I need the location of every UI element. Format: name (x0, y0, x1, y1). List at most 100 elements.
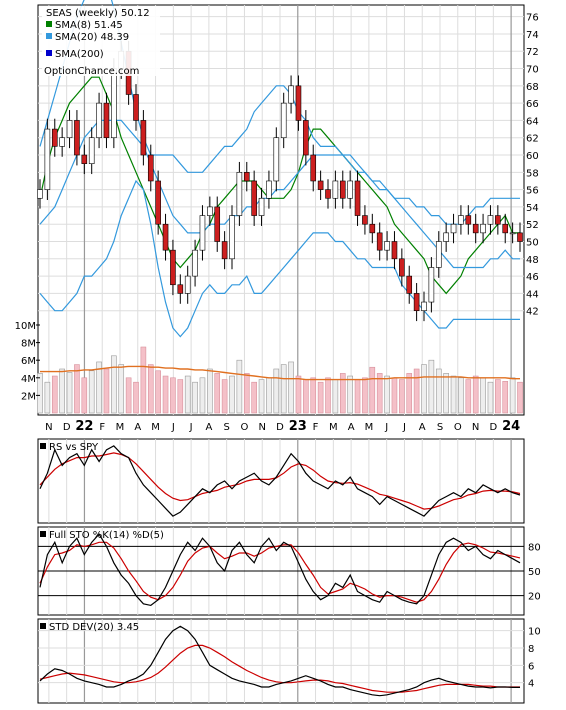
rs-line (39, 445, 521, 517)
candle-body (288, 85, 294, 104)
candle-body (251, 180, 257, 216)
volume-bar (162, 375, 169, 414)
price-tick-label: 46 (526, 272, 539, 283)
legend-swatch-sma20 (46, 33, 52, 39)
watermark: OptionChance.com (44, 66, 139, 77)
price-y-axis: 42 44 46 48 50 52 54 56 58 60 62 64 66 68 70 72 74 76 (526, 13, 539, 318)
volume-bar (273, 368, 280, 414)
stoch-legend-swatch (40, 531, 46, 537)
x-month-label: D (63, 422, 71, 433)
volume-bar (339, 373, 346, 414)
volume-bar (295, 375, 302, 414)
candle-body (347, 180, 353, 199)
candle-body (354, 180, 361, 216)
price-tick-label: 74 (526, 30, 539, 41)
price-tick-label: 66 (526, 99, 539, 110)
candle-body (214, 206, 221, 242)
price-panel: 42 44 46 48 50 52 54 56 58 60 62 64 66 68 70 72 74 76 10M… (15, 0, 539, 434)
volume-bar (428, 359, 435, 414)
candle-body (51, 128, 58, 147)
legend-swatch-sma8 (46, 21, 52, 27)
volume-bar (509, 377, 516, 414)
candle-body (362, 215, 368, 225)
candle-body (221, 241, 228, 260)
stddev-legend: STD DEV(20) 3.45 (49, 622, 139, 633)
volume-bar (59, 368, 65, 414)
volume-bar (236, 359, 243, 414)
volume-bar (81, 377, 88, 414)
x-month-label: F (313, 422, 319, 433)
sma-8--line (39, 76, 520, 295)
price-tick-label: 68 (526, 82, 539, 93)
volume-bars (37, 346, 523, 414)
x-month-label: A (134, 422, 141, 433)
price-tick-label: 76 (526, 13, 539, 24)
volume-bar (421, 364, 427, 414)
volume-tick-label: 2M (21, 391, 36, 402)
rs-average-line (39, 452, 521, 510)
candle-body (59, 137, 65, 147)
candle-body (192, 249, 198, 277)
x-month-label: S (437, 422, 443, 433)
candle-body (495, 215, 501, 225)
volume-bar (450, 375, 457, 414)
stddev-grid (38, 619, 524, 703)
volume-bar (413, 368, 420, 414)
candle-body (243, 172, 250, 182)
candle-body (155, 180, 161, 225)
volume-bar (37, 373, 43, 414)
x-month-label: A (205, 422, 212, 433)
volume-tick-label: 4M (21, 374, 36, 385)
candle-body (37, 189, 43, 199)
volume-bar (310, 377, 317, 414)
candle-body (66, 120, 73, 139)
volume-bar (406, 373, 413, 414)
x-month-label: N (45, 422, 52, 433)
volume-bar (155, 370, 161, 414)
volume-bar (502, 381, 509, 414)
volume-bar (399, 379, 405, 414)
stoch-panel: 20 50 80 Full STO %K(14) %D(5) (37, 526, 541, 616)
candle-body (450, 223, 457, 234)
volume-bar (66, 372, 73, 414)
x-month-label: O (454, 422, 462, 433)
candle-body (81, 154, 88, 164)
x-month-label: F (99, 422, 105, 433)
legend-title: SEAS (weekly) 50.12 (46, 8, 150, 19)
candle-body (199, 215, 206, 251)
candle-body (325, 189, 331, 199)
lower-band-line (39, 179, 520, 338)
volume-y-axis: 10M 8M 6M 4M 2M (15, 321, 40, 402)
x-month-label: A (419, 422, 426, 433)
volume-bar (133, 381, 139, 414)
candle-body (472, 223, 479, 234)
price-tick-label: 52 (526, 220, 539, 231)
candle-body (103, 102, 110, 139)
volume-bar (480, 377, 486, 414)
candle-body (339, 180, 346, 199)
price-tick-label: 56 (526, 186, 539, 197)
candle-body (258, 197, 265, 216)
price-tick-label: 64 (526, 116, 539, 127)
volume-bar (88, 370, 95, 414)
stddev-tick-label: 10 (528, 627, 541, 638)
volume-bar (354, 379, 361, 414)
x-month-label: J (384, 422, 388, 433)
volume-bar (125, 377, 132, 414)
stoch-grid (38, 527, 524, 615)
stoch-y-axis: 20 50 80 (528, 542, 541, 602)
candle-body (332, 180, 339, 199)
stoch-legend: Full STO %K(14) %D(5) (49, 530, 164, 541)
stoch-tick-label: 80 (528, 542, 541, 553)
volume-bar (347, 375, 353, 414)
legend-item-sma200: SMA(200) (55, 49, 104, 60)
volume-bar (472, 375, 479, 414)
x-month-label: D (489, 422, 497, 433)
rs-panel-frame (37, 438, 525, 524)
volume-bar (170, 377, 176, 414)
candle-body (162, 223, 169, 251)
volume-bar (199, 377, 206, 414)
x-month-label: J (189, 422, 193, 433)
volume-bar (184, 375, 191, 414)
volume-bar (435, 368, 442, 414)
